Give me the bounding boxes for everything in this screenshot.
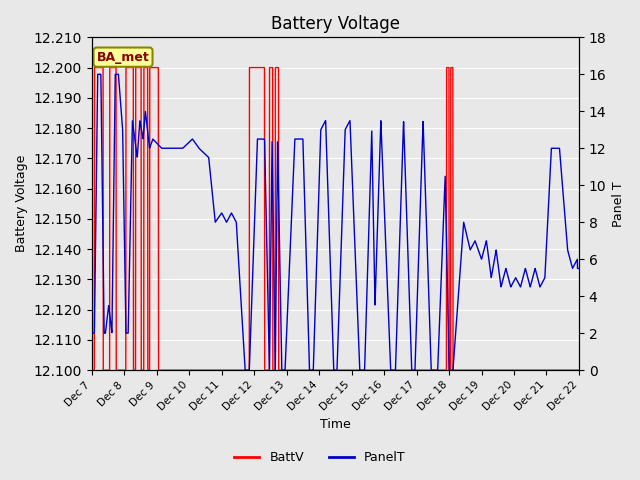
- Y-axis label: Battery Voltage: Battery Voltage: [15, 155, 28, 252]
- Legend: BattV, PanelT: BattV, PanelT: [229, 446, 411, 469]
- Y-axis label: Panel T: Panel T: [612, 181, 625, 227]
- Title: Battery Voltage: Battery Voltage: [271, 15, 400, 33]
- X-axis label: Time: Time: [320, 419, 351, 432]
- Text: BA_met: BA_met: [97, 51, 149, 64]
